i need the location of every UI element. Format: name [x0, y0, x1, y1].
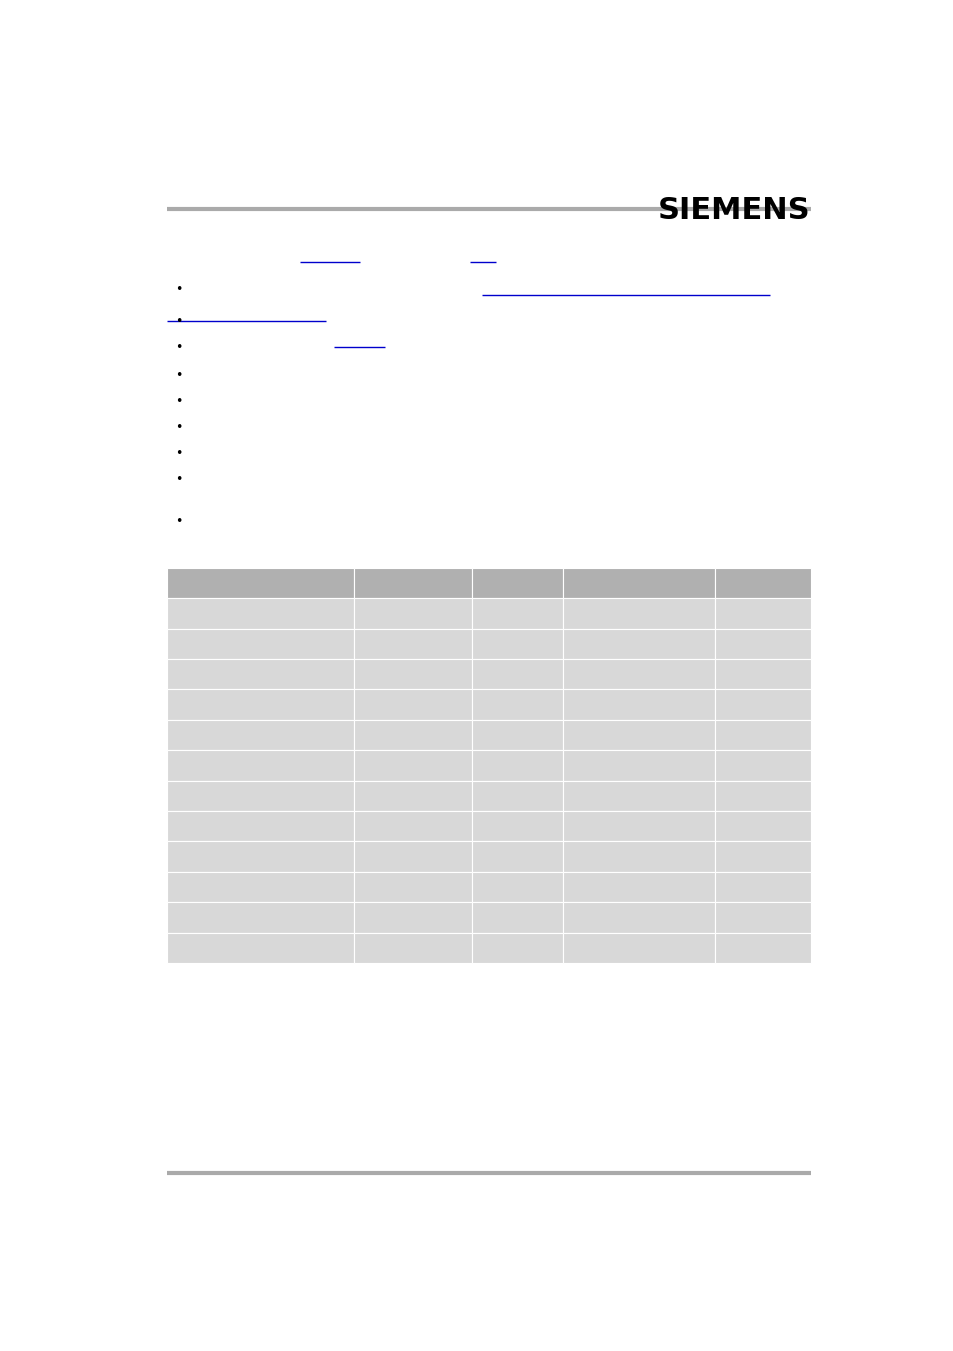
- Text: •: •: [174, 394, 182, 408]
- Bar: [471, 567, 562, 598]
- Bar: [714, 567, 810, 598]
- Bar: [562, 932, 714, 963]
- Bar: [354, 842, 471, 871]
- Bar: [562, 750, 714, 781]
- Bar: [562, 871, 714, 902]
- Bar: [471, 659, 562, 689]
- Bar: [354, 720, 471, 750]
- Bar: [714, 628, 810, 659]
- Bar: [354, 689, 471, 720]
- Bar: [354, 781, 471, 811]
- Bar: [471, 720, 562, 750]
- Bar: [167, 598, 354, 628]
- Bar: [471, 598, 562, 628]
- Bar: [167, 567, 354, 598]
- Text: •: •: [174, 282, 182, 296]
- Text: •: •: [174, 473, 182, 486]
- Bar: [354, 902, 471, 932]
- Bar: [354, 871, 471, 902]
- Bar: [167, 871, 354, 902]
- Bar: [167, 628, 354, 659]
- Bar: [354, 628, 471, 659]
- Text: •: •: [174, 422, 182, 434]
- Bar: [714, 750, 810, 781]
- Bar: [562, 811, 714, 842]
- Bar: [167, 781, 354, 811]
- Bar: [714, 659, 810, 689]
- Bar: [167, 689, 354, 720]
- Bar: [562, 567, 714, 598]
- Bar: [471, 689, 562, 720]
- Bar: [714, 842, 810, 871]
- Bar: [714, 932, 810, 963]
- Bar: [714, 720, 810, 750]
- Bar: [562, 842, 714, 871]
- Bar: [714, 781, 810, 811]
- Bar: [562, 902, 714, 932]
- Bar: [167, 659, 354, 689]
- Bar: [471, 842, 562, 871]
- Bar: [562, 720, 714, 750]
- Bar: [354, 932, 471, 963]
- Bar: [714, 902, 810, 932]
- Bar: [471, 750, 562, 781]
- Bar: [562, 659, 714, 689]
- Bar: [167, 811, 354, 842]
- Bar: [354, 750, 471, 781]
- Text: SIEMENS: SIEMENS: [658, 196, 810, 226]
- Bar: [562, 689, 714, 720]
- Bar: [714, 811, 810, 842]
- Bar: [562, 598, 714, 628]
- Text: •: •: [174, 369, 182, 382]
- Bar: [471, 781, 562, 811]
- Bar: [714, 871, 810, 902]
- Bar: [167, 932, 354, 963]
- Bar: [714, 598, 810, 628]
- Text: •: •: [174, 447, 182, 459]
- Bar: [471, 811, 562, 842]
- Bar: [471, 871, 562, 902]
- Bar: [354, 598, 471, 628]
- Bar: [167, 902, 354, 932]
- Text: •: •: [174, 315, 182, 328]
- Text: •: •: [174, 515, 182, 527]
- Bar: [167, 842, 354, 871]
- Bar: [354, 811, 471, 842]
- Bar: [354, 659, 471, 689]
- Bar: [562, 628, 714, 659]
- Bar: [714, 689, 810, 720]
- Text: •: •: [174, 340, 182, 354]
- Bar: [167, 720, 354, 750]
- Bar: [471, 902, 562, 932]
- Bar: [562, 781, 714, 811]
- Bar: [167, 750, 354, 781]
- Bar: [471, 628, 562, 659]
- Bar: [471, 932, 562, 963]
- Bar: [354, 567, 471, 598]
